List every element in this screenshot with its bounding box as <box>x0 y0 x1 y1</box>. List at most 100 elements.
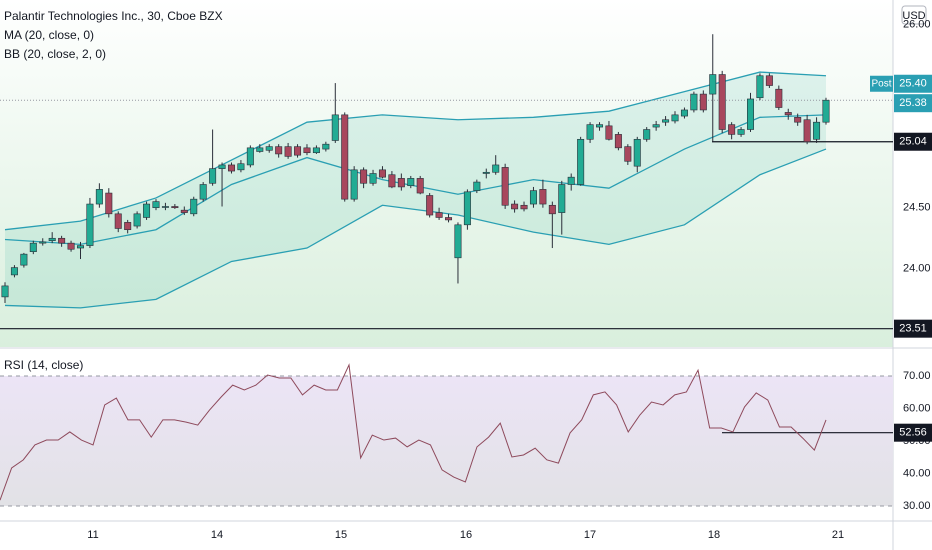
candle-body <box>161 206 169 208</box>
candle-body <box>605 125 613 140</box>
candle-body <box>397 178 405 188</box>
candle-body <box>699 93 707 111</box>
candle-body <box>596 124 604 128</box>
candle-body <box>577 138 585 185</box>
candle-body <box>171 206 179 209</box>
candle-body <box>322 143 330 150</box>
price-line-label: 25.04 <box>899 136 927 148</box>
candle-body <box>86 203 94 246</box>
candle-body <box>378 169 386 178</box>
candle-body <box>652 124 660 128</box>
price-line-label-box <box>894 319 932 338</box>
post-price-box <box>894 74 932 93</box>
price-pane <box>0 0 893 347</box>
candle-body <box>294 146 302 156</box>
candle-body <box>463 191 471 226</box>
candle-body <box>133 213 141 227</box>
candle-body <box>350 169 358 200</box>
candle-body <box>539 189 547 205</box>
x-tick-label: 17 <box>584 529 596 541</box>
candle-body <box>756 75 764 99</box>
candle-body <box>633 138 641 167</box>
candle-body <box>152 201 160 209</box>
candle-body <box>747 98 755 130</box>
candle-body <box>284 146 292 157</box>
x-tick-label: 18 <box>708 529 720 541</box>
post-price: 25.40 <box>899 78 927 90</box>
candle-body <box>275 146 283 155</box>
candle-body <box>105 192 113 215</box>
candle-body <box>445 217 453 221</box>
x-tick-label: 21 <box>832 529 844 541</box>
candle-body <box>1 285 9 298</box>
y-tick-label: 26.00 <box>903 18 931 30</box>
candle-body <box>813 121 821 140</box>
candle-body <box>416 178 424 194</box>
candle-body <box>312 147 320 154</box>
candle-body <box>671 114 679 122</box>
candle-body <box>76 245 84 249</box>
x-tick-label: 14 <box>211 529 223 541</box>
price-line-label: 23.51 <box>899 323 927 335</box>
currency: USD <box>902 10 925 22</box>
candle-body <box>680 109 688 117</box>
candle-body <box>67 242 75 250</box>
y-tick-label: 24.50 <box>903 202 931 214</box>
candle-body <box>435 212 443 218</box>
candle-body <box>246 147 254 166</box>
candle-body <box>511 203 519 210</box>
candle-body <box>775 88 783 108</box>
candle-body <box>237 163 245 171</box>
candle-body <box>548 204 556 215</box>
y-tick-label: 24.00 <box>903 263 931 275</box>
candle-body <box>662 119 670 123</box>
candle-body <box>501 167 509 206</box>
candle-body <box>567 176 575 185</box>
candle-body <box>473 181 481 191</box>
x-tick-label: 16 <box>460 529 472 541</box>
post-name: Post <box>871 78 891 89</box>
y-tick-label: 70.00 <box>903 370 931 382</box>
rsi-legend: RSI (14, close) <box>4 358 83 372</box>
candle-body <box>614 134 622 149</box>
symbol-title: Palantir Technologies Inc., 30, Cboe BZX <box>4 9 223 23</box>
candle-body <box>822 99 830 123</box>
candle-body <box>256 147 264 152</box>
candle-body <box>360 169 368 184</box>
candle-body <box>20 253 28 266</box>
candle-body <box>58 237 66 244</box>
candle-body <box>265 146 273 151</box>
candle-body <box>331 114 339 141</box>
rsi-level-label-box <box>894 423 932 442</box>
candle-body <box>39 241 47 244</box>
x-tick-label: 11 <box>87 529 98 541</box>
candle-body <box>388 174 396 188</box>
post-badge <box>870 75 893 92</box>
candle-body <box>407 178 415 187</box>
candle-body <box>482 171 490 174</box>
candle-body <box>520 204 528 210</box>
candle-body <box>124 222 132 231</box>
candle-body <box>728 124 736 135</box>
candle-body <box>643 129 651 140</box>
x-tick-label: 15 <box>335 529 347 541</box>
candle-body <box>143 203 151 218</box>
candle-body <box>218 164 226 169</box>
candle-body <box>227 164 235 172</box>
candle-body <box>784 112 792 116</box>
currency-box <box>901 5 927 25</box>
bb-lower <box>4 148 827 309</box>
rsi-band <box>0 376 893 507</box>
candle-body <box>690 93 698 111</box>
candle-body <box>426 195 434 216</box>
candle-body <box>199 184 207 200</box>
candle-body <box>341 114 349 200</box>
candle-body <box>794 116 802 123</box>
candle-body <box>369 173 377 184</box>
price-line-label-box <box>894 132 932 151</box>
rsi-line <box>0 363 827 501</box>
candle-body <box>48 237 56 242</box>
candle-body <box>765 75 773 86</box>
candle-body <box>29 242 37 252</box>
